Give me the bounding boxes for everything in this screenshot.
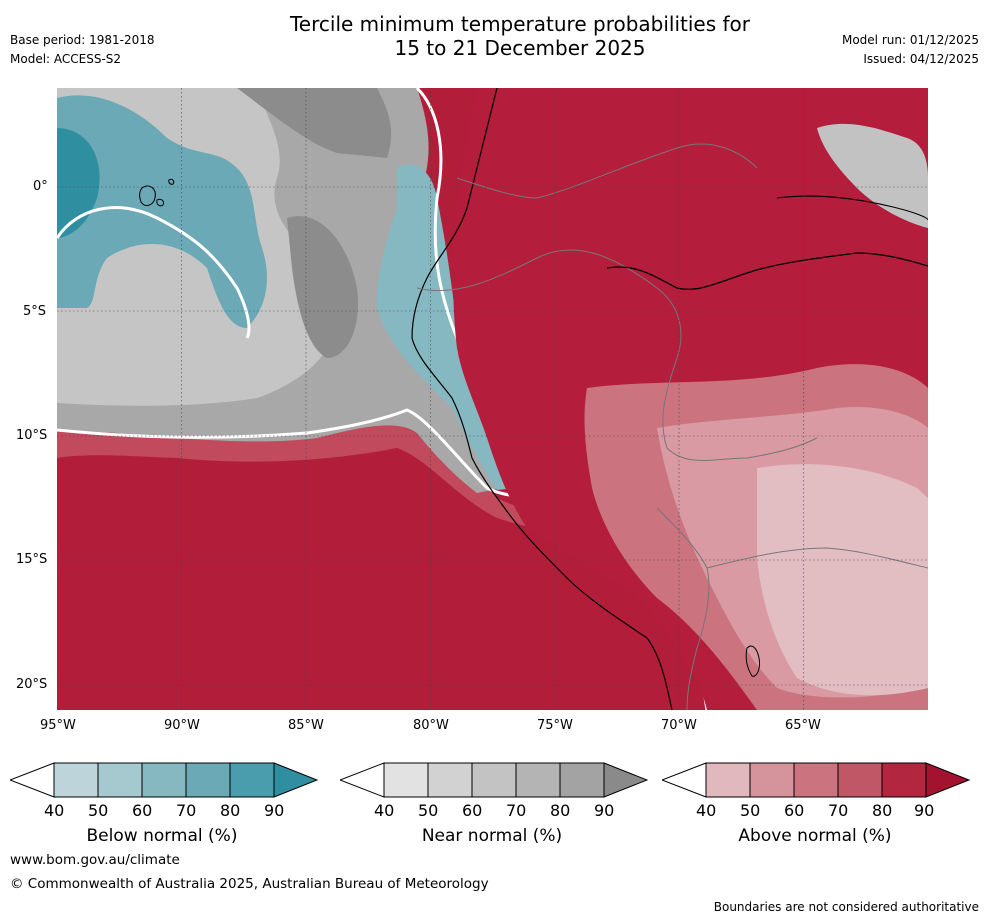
lon-label-75w: 75°W <box>537 718 573 733</box>
colorbar-near <box>340 762 648 798</box>
model-name: Model: ACCESS-S2 <box>10 52 122 66</box>
colorbar-above-label: Above normal (%) <box>738 826 892 846</box>
galapagos-island-2 <box>156 198 164 207</box>
colorbar-below-label: Below normal (%) <box>86 826 238 846</box>
below-tick-50: 50 <box>88 801 109 820</box>
lat-label-5s: 5°S <box>23 304 47 319</box>
border-ecuador-peru <box>416 249 682 359</box>
near-tick-70: 70 <box>506 801 527 820</box>
title-line-1: Tercile minimum temperature probabilitie… <box>289 12 751 36</box>
colorbar-near-swatch-3 <box>471 762 517 798</box>
colorbar-above-swatch-2 <box>749 762 795 798</box>
colorbar-below-swatch-4 <box>185 762 231 798</box>
near-tick-40: 40 <box>374 801 395 820</box>
colorbar-below-min-arrow <box>10 762 55 798</box>
near-tick-60: 60 <box>462 801 483 820</box>
colorbar-near-min-arrow <box>340 762 385 798</box>
border-bolivia-brazil <box>706 547 928 569</box>
below-tick-90: 90 <box>264 801 285 820</box>
near-normal-dark-patch <box>237 88 392 158</box>
colorbar-near-swatch-1 <box>383 762 429 798</box>
near-tick-50: 50 <box>418 801 439 820</box>
probability-map <box>57 88 928 710</box>
lake-titicaca <box>745 645 760 677</box>
colorbar-above-swatch-4 <box>837 762 883 798</box>
lat-label-10s: 10°S <box>16 428 48 443</box>
lon-label-90w: 90°W <box>164 718 200 733</box>
colorbar-above <box>662 762 970 798</box>
colorbar-near-max-arrow <box>603 762 648 798</box>
galapagos-island-1 <box>139 185 156 206</box>
below-tick-40: 40 <box>44 801 65 820</box>
border-peru-brazil <box>662 357 818 461</box>
issued-date: Issued: 04/12/2025 <box>863 52 979 66</box>
lon-label-65w: 65°W <box>785 718 821 733</box>
above-tick-60: 60 <box>784 801 805 820</box>
colorbar-below-max-arrow <box>273 762 318 798</box>
base-period: Base period: 1981-2018 <box>10 33 155 47</box>
colorbar-below-swatch-5 <box>229 762 275 798</box>
copyright-notice: © Commonwealth of Australia 2025, Austra… <box>10 876 489 892</box>
lat-label-15s: 15°S <box>16 552 48 567</box>
above-tick-50: 50 <box>740 801 761 820</box>
lon-label-85w: 85°W <box>288 718 324 733</box>
below-normal-strong-zone <box>57 128 100 238</box>
lon-label-70w: 70°W <box>661 718 697 733</box>
title-line-2: 15 to 21 December 2025 <box>394 36 646 60</box>
below-normal-zone-galapagos <box>57 95 267 328</box>
below-tick-70: 70 <box>176 801 197 820</box>
page-title: Tercile minimum temperature probabilitie… <box>0 12 988 60</box>
colorbar-above-swatch-3 <box>793 762 839 798</box>
boundaries-disclaimer: Boundaries are not considered authoritat… <box>713 900 979 914</box>
colorbar-above-min-arrow <box>662 762 707 798</box>
border-peru-bolivia <box>656 507 710 710</box>
above-tick-70: 70 <box>828 801 849 820</box>
website-link[interactable]: www.bom.gov.au/climate <box>10 852 180 868</box>
colorbar-below-swatch-1 <box>53 762 99 798</box>
below-tick-80: 80 <box>220 801 241 820</box>
colorbar-below-swatch-2 <box>97 762 143 798</box>
near-normal-amazon-patch <box>817 123 928 228</box>
below-tick-60: 60 <box>132 801 153 820</box>
above-tick-40: 40 <box>696 801 717 820</box>
colorbar-above-max-arrow <box>925 762 970 798</box>
near-normal-dark-patch-2 <box>287 216 358 358</box>
coastline <box>411 88 673 710</box>
galapagos-island-3 <box>168 178 175 185</box>
near-tick-90: 90 <box>594 801 615 820</box>
graticule <box>57 88 928 710</box>
colorbar-near-swatch-2 <box>427 762 473 798</box>
category-boundary-galapagos <box>57 206 251 339</box>
model-run: Model run: 01/12/2025 <box>841 33 979 47</box>
near-tick-80: 80 <box>550 801 571 820</box>
colorbar-near-label: Near normal (%) <box>421 826 563 846</box>
above-tick-90: 90 <box>914 801 935 820</box>
colorbar-above-swatch-1 <box>705 762 751 798</box>
above-tick-80: 80 <box>872 801 893 820</box>
lat-label-20s: 20°S <box>16 677 48 692</box>
colorbar-near-swatch-4 <box>515 762 561 798</box>
amazon-river <box>606 252 928 290</box>
colorbar-below <box>10 762 318 798</box>
colorbar-above-swatch-5 <box>881 762 927 798</box>
lon-label-80w: 80°W <box>413 718 449 733</box>
colorbar-near-swatch-5 <box>559 762 605 798</box>
lat-label-0: 0° <box>33 179 48 194</box>
lon-label-95w: 95°W <box>40 718 76 733</box>
above-normal-lightest-land-zone <box>757 464 928 696</box>
border-colombia-ecuador <box>456 143 758 199</box>
rio-negro <box>776 195 928 221</box>
category-boundary-south <box>57 408 548 500</box>
colorbar-below-swatch-3 <box>141 762 187 798</box>
